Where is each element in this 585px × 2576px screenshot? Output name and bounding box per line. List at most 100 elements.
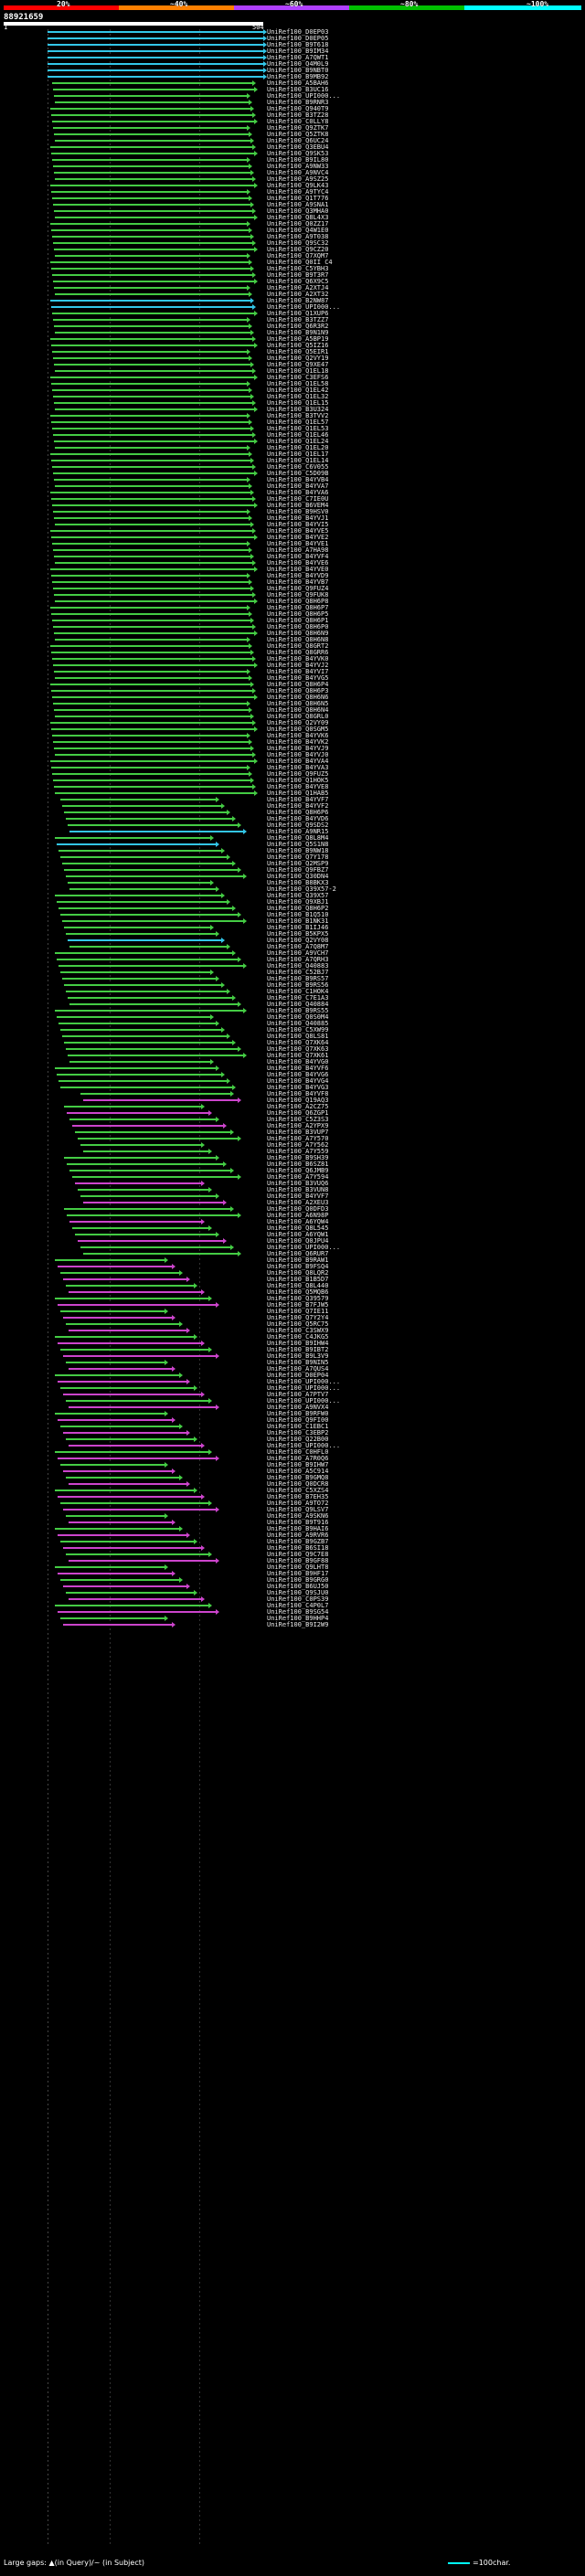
hit-link[interactable]: UniRef100_B9RS55 <box>267 1007 329 1014</box>
hit-link[interactable]: UniRef100_B4YVJ9 <box>267 745 329 752</box>
hit-link[interactable]: UniRef100_Q8GRL0 <box>267 713 329 720</box>
hit-link[interactable]: UniRef100_A5C914 <box>267 1468 329 1475</box>
hit-link[interactable]: UniRef100_B4YVB7 <box>267 578 329 586</box>
hit-link[interactable]: UniRef100_C5D09B <box>267 470 329 477</box>
hit-link[interactable]: UniRef100_B9RS56 <box>267 981 329 989</box>
hit-link[interactable]: UniRef100_B9T916 <box>267 1519 329 1526</box>
hit-link[interactable]: UniRef100_A2XEU3 <box>267 1199 329 1206</box>
hit-link[interactable]: UniRef100_B4YVA3 <box>267 764 329 771</box>
hit-link[interactable]: UniRef100_A2XTJ4 <box>267 284 329 292</box>
hit-link[interactable]: UniRef100_A5BAH6 <box>267 80 329 87</box>
hit-link[interactable]: UniRef100_UPI000... <box>267 1397 341 1405</box>
hit-link[interactable]: UniRef100_Q8H6P3 <box>267 687 329 694</box>
hit-link[interactable]: UniRef100_Q0JPU4 <box>267 1237 329 1245</box>
hit-link[interactable]: UniRef100_A2CZ75 <box>267 1103 329 1110</box>
hit-link[interactable]: UniRef100_Q8H6P8 <box>267 598 329 605</box>
hit-link[interactable]: UniRef100_Q1EL46 <box>267 431 329 439</box>
hit-link[interactable]: UniRef100_B9RAW1 <box>267 1256 329 1264</box>
hit-link[interactable]: UniRef100_B6SI18 <box>267 1544 329 1552</box>
hit-link[interactable]: UniRef100_B4YVA6 <box>267 489 329 496</box>
hit-link[interactable]: UniRef100_D0EP04 <box>267 1372 329 1379</box>
hit-link[interactable]: UniRef100_B4YVI7 <box>267 668 329 675</box>
hit-link[interactable]: UniRef100_A9NR15 <box>267 828 329 835</box>
hit-link[interactable]: UniRef100_Q9XBJ1 <box>267 898 329 906</box>
hit-link[interactable]: UniRef100_Q8GRR6 <box>267 649 329 656</box>
hit-link[interactable]: UniRef100_Q1EL17 <box>267 451 329 458</box>
hit-link[interactable]: UniRef100_B4YVD6 <box>267 815 329 822</box>
hit-link[interactable]: UniRef100_Q39X57 <box>267 892 329 899</box>
hit-link[interactable]: UniRef100_UPI000... <box>267 1378 341 1385</box>
hit-link[interactable]: UniRef100_Q8L8M4 <box>267 834 329 842</box>
hit-link[interactable]: UniRef100_Q9C7E8 <box>267 1551 329 1558</box>
hit-link[interactable]: UniRef100_Q0DFD3 <box>267 1205 329 1213</box>
hit-link[interactable]: UniRef100_Q8H6P6 <box>267 809 329 816</box>
hit-link[interactable]: UniRef100_B5KPX5 <box>267 930 329 938</box>
hit-link[interactable]: UniRef100_B9IBT2 <box>267 1346 329 1353</box>
hit-link[interactable]: UniRef100_B4YVF7 <box>267 1193 329 1200</box>
hit-link[interactable]: UniRef100_B4YVF8 <box>267 1090 329 1097</box>
hit-link[interactable]: UniRef100_Q0SGM5 <box>267 726 329 733</box>
hit-link[interactable]: UniRef100_B6UJ50 <box>267 1583 329 1590</box>
hit-link[interactable]: UniRef100_Q3MHA0 <box>267 207 329 215</box>
hit-link[interactable]: UniRef100_Q0S0M4 <box>267 1013 329 1021</box>
hit-link[interactable]: UniRef100_Q1HOK5 <box>267 777 329 784</box>
hit-link[interactable]: UniRef100_A9TO72 <box>267 1500 329 1507</box>
hit-link[interactable]: UniRef100_B4YVF6 <box>267 1065 329 1072</box>
hit-link[interactable]: UniRef100_Q7XK61 <box>267 1052 329 1059</box>
hit-link[interactable]: UniRef100_Q6X9C5 <box>267 278 329 285</box>
hit-link[interactable]: UniRef100_B9FSQ4 <box>267 1263 329 1270</box>
hit-link[interactable]: UniRef100_B4YVE6 <box>267 559 329 567</box>
hit-link[interactable]: UniRef100_Q8L545 <box>267 1224 329 1232</box>
hit-link[interactable]: UniRef100_Q9FBZ7 <box>267 866 329 874</box>
hit-link[interactable]: UniRef100_Q8LQR2 <box>267 1269 329 1277</box>
hit-link[interactable]: UniRef100_Q5RC75 <box>267 1320 329 1328</box>
hit-link[interactable]: UniRef100_B4YVK2 <box>267 738 329 746</box>
hit-link[interactable]: UniRef100_Q1EL42 <box>267 387 329 394</box>
hit-link[interactable]: UniRef100_B9GZB7 <box>267 1538 329 1545</box>
hit-link[interactable]: UniRef100_A7R0Q6 <box>267 1455 329 1462</box>
hit-link[interactable]: UniRef100_C5XZS4 <box>267 1487 329 1494</box>
hit-link[interactable]: UniRef100_Q2VY19 <box>267 355 329 362</box>
hit-link[interactable]: UniRef100_Q8H6N9 <box>267 630 329 637</box>
hit-link[interactable]: UniRef100_B8BKX3 <box>267 879 329 886</box>
hit-link[interactable]: UniRef100_UPI000... <box>267 92 341 100</box>
hit-link[interactable]: UniRef100_Q9LSV7 <box>267 1506 329 1513</box>
hit-link[interactable]: UniRef100_Q8H6P2 <box>267 905 329 912</box>
hit-link[interactable]: UniRef100_B4YVI5 <box>267 521 329 528</box>
hit-link[interactable]: UniRef100_Q5EIR1 <box>267 348 329 355</box>
hit-link[interactable]: UniRef100_A9RVR6 <box>267 1532 329 1539</box>
hit-link[interactable]: UniRef100_A7QRH3 <box>267 956 329 963</box>
hit-link[interactable]: UniRef100_Q7XK64 <box>267 1039 329 1046</box>
hit-link[interactable]: UniRef100_A9NW33 <box>267 163 329 170</box>
hit-link[interactable]: UniRef100_A7QUS4 <box>267 1365 329 1373</box>
hit-link[interactable]: UniRef100_Q6UC24 <box>267 137 329 144</box>
hit-link[interactable]: UniRef100_C0LLY8 <box>267 118 329 125</box>
hit-link[interactable]: UniRef100_C5XW99 <box>267 1026 329 1034</box>
hit-link[interactable]: UniRef100_Q5ZTK8 <box>267 131 329 138</box>
hit-link[interactable]: UniRef100_Q5IZ16 <box>267 342 329 349</box>
hit-link[interactable]: UniRef100_C7E1A3 <box>267 994 329 1002</box>
hit-link[interactable]: UniRef100_B9SH39 <box>267 1154 329 1161</box>
hit-link[interactable]: UniRef100_B9N1N9 <box>267 329 329 336</box>
hit-link[interactable]: UniRef100_B4YVJ1 <box>267 514 329 522</box>
hit-link[interactable]: UniRef100_Q4M0L9 <box>267 60 329 68</box>
hit-link[interactable]: UniRef100_Q9SK53 <box>267 150 329 157</box>
hit-link[interactable]: UniRef100_Q40883 <box>267 962 329 970</box>
hit-link[interactable]: UniRef100_A6YQW4 <box>267 1218 329 1225</box>
hit-link[interactable]: UniRef100_C4JKG5 <box>267 1333 329 1341</box>
hit-link[interactable]: UniRef100_A7PTV7 <box>267 1391 329 1398</box>
hit-link[interactable]: UniRef100_A9NVC4 <box>267 169 329 176</box>
hit-link[interactable]: UniRef100_B4YVE1 <box>267 540 329 547</box>
hit-link[interactable]: UniRef100_Q22B00 <box>267 1436 329 1443</box>
hit-link[interactable]: UniRef100_Q8H6P0 <box>267 623 329 631</box>
hit-link[interactable]: UniRef100_A7Y562 <box>267 1141 329 1149</box>
hit-link[interactable]: UniRef100_Q8H6P4 <box>267 681 329 688</box>
hit-link[interactable]: UniRef100_Q19AQ3 <box>267 1097 329 1104</box>
hit-link[interactable]: UniRef100_Q9FUK8 <box>267 591 329 599</box>
hit-link[interactable]: UniRef100_Q1EL32 <box>267 393 329 400</box>
hit-link[interactable]: UniRef100_C3EFS6 <box>267 374 329 381</box>
hit-link[interactable]: UniRef100_Q1EL24 <box>267 438 329 445</box>
hit-link[interactable]: UniRef100_B3VUQ6 <box>267 1180 329 1187</box>
hit-link[interactable]: UniRef100_C52BJ7 <box>267 969 329 976</box>
hit-link[interactable]: UniRef100_C1EBC1 <box>267 1423 329 1430</box>
